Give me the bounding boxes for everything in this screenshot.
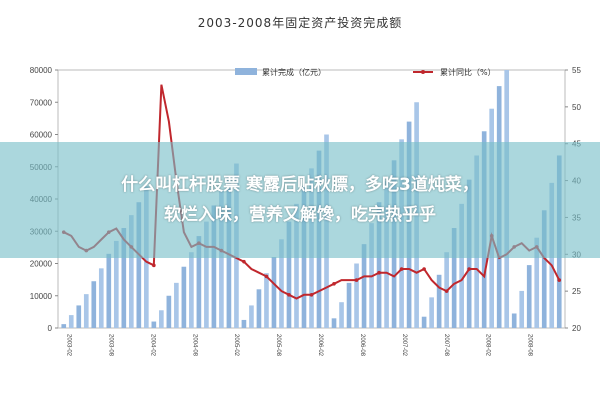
line-point — [332, 281, 336, 286]
bar — [121, 228, 127, 328]
x-axis-tick-label: 2005-08 — [275, 334, 281, 357]
line-point — [422, 267, 426, 271]
bar — [264, 273, 269, 328]
line-point — [467, 267, 471, 271]
left-axis-tick-label: 70000 — [30, 98, 53, 107]
left-axis-tick-label: 20000 — [30, 260, 53, 269]
legend-bar-label: 累计完成（亿元） — [262, 67, 326, 77]
line-point — [264, 274, 269, 279]
bar — [541, 210, 547, 328]
bar — [331, 318, 337, 328]
x-axis-tick-label: 2006-02 — [317, 334, 323, 357]
x-axis-tick-label: 2007-02 — [401, 334, 407, 357]
bar — [151, 321, 157, 328]
right-axis-tick-label: 50 — [572, 103, 581, 112]
bar — [421, 316, 427, 328]
bar — [91, 281, 97, 328]
bar — [459, 203, 464, 328]
bar — [429, 297, 434, 328]
x-axis-tick-label: 2003-02 — [66, 334, 72, 357]
line-point — [444, 289, 449, 293]
x-axis-tick-label: 2007-08 — [443, 334, 449, 357]
bar — [294, 203, 299, 328]
x-axis-tick-label: 2008-08 — [527, 334, 533, 357]
bar — [76, 305, 82, 328]
line-point — [152, 263, 156, 268]
bar — [113, 240, 119, 328]
bar — [249, 305, 254, 328]
bar — [339, 302, 344, 328]
bar — [526, 265, 532, 328]
bar — [346, 282, 352, 328]
bar — [271, 257, 277, 328]
bar — [511, 313, 517, 328]
bar — [166, 295, 172, 328]
bar — [211, 205, 217, 328]
bar — [376, 202, 382, 328]
bar — [519, 290, 525, 328]
line-point — [309, 293, 314, 297]
left-axis-tick-label: 10000 — [30, 292, 53, 301]
left-axis-tick-label: 80000 — [30, 66, 53, 75]
x-axis-tick-label: 2004-08 — [191, 334, 197, 357]
x-axis-tick-label: 2005-02 — [233, 334, 239, 357]
bar — [136, 202, 142, 328]
bar — [174, 282, 179, 328]
bar — [436, 274, 442, 328]
line-point — [287, 293, 291, 297]
bar — [451, 228, 457, 328]
left-axis-tick-label: 0 — [48, 324, 53, 333]
bar — [534, 237, 540, 328]
legend: 累计完成（亿元） 累计同比（%） — [235, 67, 496, 77]
right-axis-tick-label: 55 — [572, 66, 581, 75]
right-axis-tick-label: 20 — [572, 324, 581, 333]
bar — [279, 239, 284, 328]
left-axis-tick-label: 60000 — [30, 131, 53, 140]
bar — [241, 319, 247, 328]
bar — [189, 252, 194, 328]
x-axis-tick-label: 2004-02 — [149, 334, 155, 357]
bar — [354, 263, 359, 328]
bar — [61, 324, 67, 328]
bar — [83, 294, 89, 328]
overlay-banner: 什么叫杠杆股票 寒露后贴秋膘，多吃3道炖菜， 软烂入味，营养又解馋，吃完热乎乎 — [0, 142, 600, 258]
line-point — [557, 278, 562, 282]
x-axis-tick-label: 2008-02 — [485, 334, 491, 357]
banner-line-2: 软烂入味，营养又解馋，吃完热乎乎 — [164, 205, 436, 225]
bar — [68, 315, 74, 328]
right-axis-tick-label: 25 — [572, 287, 581, 296]
x-axis-tick-label: 2003-08 — [107, 334, 113, 357]
chart-title: 2003-2008年固定资产投资完成额 — [198, 15, 402, 30]
line-point — [377, 270, 381, 275]
banner-line-1: 什么叫杠杆股票 寒露后贴秋膘，多吃3道炖菜， — [121, 175, 479, 195]
bar — [181, 266, 187, 328]
bar — [106, 253, 112, 328]
legend-bar-swatch — [235, 68, 257, 75]
line-point — [399, 267, 404, 271]
bar — [98, 268, 104, 328]
legend-line-marker — [421, 70, 425, 74]
bar — [204, 221, 209, 328]
bar — [286, 221, 292, 328]
bar — [159, 310, 164, 328]
bar — [361, 244, 367, 328]
x-axis-tick-label: 2006-08 — [359, 334, 365, 357]
bar — [128, 215, 134, 328]
bar — [256, 289, 262, 328]
line-point — [354, 278, 359, 282]
legend-line-label: 累计同比（%） — [440, 67, 496, 77]
bar — [196, 236, 202, 328]
bar — [219, 190, 224, 328]
line-point — [242, 259, 246, 264]
